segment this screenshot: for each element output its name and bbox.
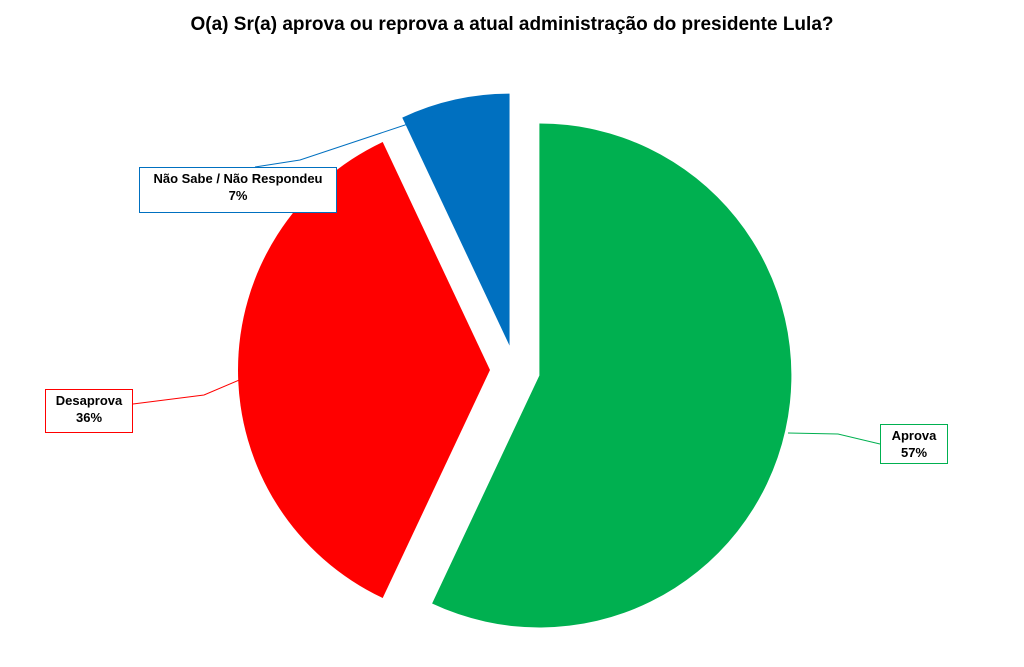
pie-slice-aprova	[432, 123, 792, 628]
label-aprova-name: Aprova	[891, 428, 937, 443]
leader-line-desaprova	[132, 377, 245, 405]
label-nao-sabe-value: 7%	[228, 188, 248, 203]
pie-slice-nao-sabe	[402, 93, 510, 346]
label-nao-sabe-name: Não Sabe / Não Respondeu	[153, 171, 323, 186]
pie-slice-desaprova	[237, 141, 490, 599]
leader-line-aprova	[787, 432, 881, 445]
leader-line-nao-sabe	[254, 107, 457, 168]
label-aprova: Aprova 57%	[880, 424, 948, 464]
chart-title: O(a) Sr(a) aprova ou reprova a atual adm…	[190, 14, 834, 35]
label-nao-sabe: Não Sabe / Não Respondeu 7%	[139, 167, 337, 213]
label-desaprova-name: Desaprova	[55, 393, 123, 408]
label-desaprova: Desaprova 36%	[45, 389, 133, 433]
label-aprova-value: 57%	[900, 445, 928, 460]
label-desaprova-value: 36%	[75, 410, 103, 425]
